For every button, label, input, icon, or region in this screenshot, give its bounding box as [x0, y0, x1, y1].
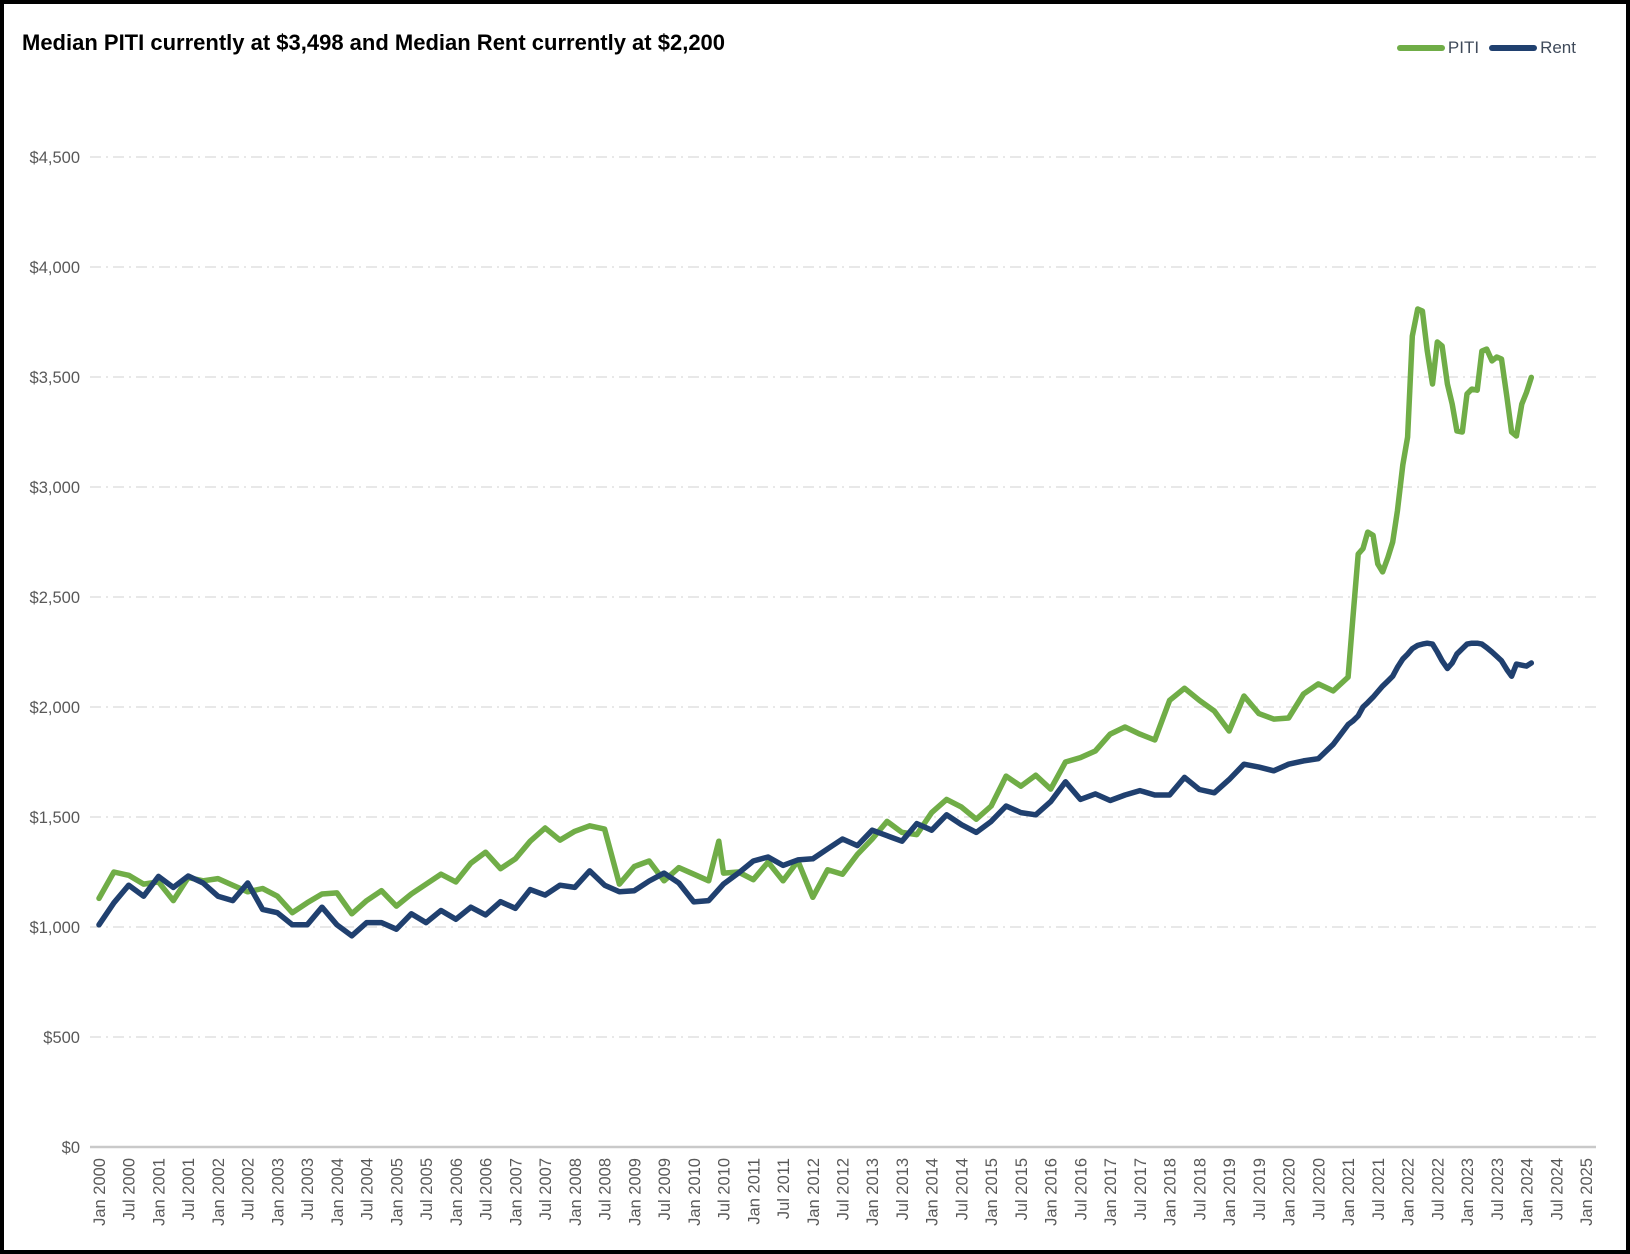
x-tick-label: Jul 2020	[1310, 1158, 1328, 1220]
chart-title: Median PITI currently at $3,498 and Medi…	[22, 30, 726, 55]
y-tick-label: $500	[43, 1029, 80, 1047]
x-tick-label: Jul 2002	[240, 1158, 258, 1220]
data-series-lines	[96, 306, 1535, 939]
x-tick-label: Jan 2012	[805, 1158, 823, 1226]
x-tick-label: Jul 2013	[894, 1158, 912, 1220]
y-tick-label: $4,000	[30, 259, 80, 277]
x-tick-label: Jan 2019	[1221, 1158, 1239, 1226]
y-tick-label: $2,500	[30, 589, 80, 607]
x-tick-label: Jul 2016	[1072, 1158, 1090, 1220]
x-tick-label: Jan 2013	[864, 1158, 882, 1226]
legend-label-piti: PITI	[1447, 38, 1480, 57]
y-tick-label: $4,500	[30, 149, 80, 167]
x-tick-label: Jul 2009	[656, 1158, 674, 1220]
legend-item-rent: Rent	[1489, 38, 1576, 58]
x-tick-label: Jul 2015	[1013, 1158, 1031, 1220]
x-tick-label: Jul 2021	[1370, 1158, 1388, 1220]
y-tick-label: $1,000	[30, 919, 80, 937]
y-tick-label: $2,000	[30, 699, 80, 717]
x-tick-label: Jul 2004	[359, 1158, 377, 1220]
y-tick-label: $3,500	[30, 369, 80, 387]
x-tick-label: Jan 2006	[448, 1158, 466, 1226]
piti-series-line	[96, 306, 1535, 917]
x-tick-label: Jul 2010	[716, 1158, 734, 1220]
x-tick-label: Jan 2001	[151, 1158, 169, 1226]
x-tick-label: Jan 2011	[745, 1158, 763, 1225]
x-tick-label: Jan 2000	[91, 1158, 109, 1226]
x-tick-label: Jan 2024	[1519, 1158, 1537, 1226]
x-tick-label: Jul 2019	[1251, 1158, 1269, 1220]
x-tick-label: Jan 2005	[388, 1158, 406, 1226]
x-tick-label: Jan 2025	[1578, 1158, 1596, 1226]
x-tick-label: Jan 2009	[626, 1158, 644, 1226]
x-tick-label: Jan 2016	[1043, 1158, 1061, 1226]
x-tick-label: Jul 2012	[835, 1158, 853, 1220]
x-tick-label: Jan 2015	[983, 1158, 1001, 1226]
y-tick-label: $0	[62, 1139, 80, 1157]
x-tick-label: Jan 2021	[1340, 1158, 1358, 1226]
x-tick-label: Jan 2003	[269, 1158, 287, 1226]
x-tick-label: Jan 2010	[686, 1158, 704, 1226]
x-tick-label: Jul 2007	[537, 1158, 555, 1220]
x-tick-label: Jul 2000	[121, 1158, 139, 1220]
x-tick-label: Jul 2018	[1191, 1158, 1209, 1220]
x-tick-label: Jan 2007	[507, 1158, 525, 1226]
y-axis-tick-labels: $0 $500 $1,000 $1,500 $2,000 $2,500 $3,000 $3,5…	[30, 149, 80, 1157]
x-tick-label: Jul 2011	[775, 1158, 793, 1219]
line-chart-plot-area: $0 $500 $1,000 $1,500 $2,000 $2,500 $3,000 $3,5…	[30, 149, 1596, 1226]
x-tick-label: Jan 2023	[1459, 1158, 1477, 1226]
x-tick-label: Jul 2022	[1429, 1158, 1447, 1220]
x-tick-label: Jan 2022	[1400, 1158, 1418, 1226]
piti-line-swatch-icon	[1396, 45, 1445, 51]
x-tick-label: Jan 2017	[1102, 1158, 1120, 1226]
x-tick-label: Jan 2008	[567, 1158, 585, 1226]
x-tick-label: Jul 2023	[1489, 1158, 1507, 1220]
y-tick-label: $1,500	[30, 809, 80, 827]
chart-legend: PITI Rent	[1396, 38, 1576, 58]
x-tick-label: Jul 2006	[478, 1158, 496, 1220]
x-tick-label: Jul 2005	[418, 1158, 436, 1220]
x-tick-label: Jul 2001	[180, 1158, 198, 1220]
x-tick-label: Jan 2018	[1162, 1158, 1180, 1226]
x-tick-label: Jan 2002	[210, 1158, 228, 1226]
rent-line-swatch-icon	[1489, 45, 1538, 51]
rent-series-line	[96, 640, 1535, 939]
legend-label-rent: Rent	[1540, 38, 1576, 57]
x-tick-label: Jan 2014	[924, 1158, 942, 1226]
x-tick-label: Jul 2024	[1548, 1158, 1566, 1220]
y-tick-label: $3,000	[30, 479, 80, 497]
x-tick-label: Jul 2014	[954, 1158, 972, 1220]
x-tick-label: Jul 2008	[597, 1158, 615, 1220]
legend-item-piti: PITI	[1396, 38, 1480, 58]
x-tick-label: Jul 2003	[299, 1158, 317, 1220]
x-tick-label: Jan 2004	[329, 1158, 347, 1226]
x-tick-label: Jan 2020	[1281, 1158, 1299, 1226]
gridlines	[90, 156, 1596, 1149]
x-tick-label: Jul 2017	[1132, 1158, 1150, 1220]
x-axis-tick-labels: Jan 2000 Jul 2000 Jan 2001 Jul 2001 Jan 2002…	[91, 1158, 1596, 1226]
